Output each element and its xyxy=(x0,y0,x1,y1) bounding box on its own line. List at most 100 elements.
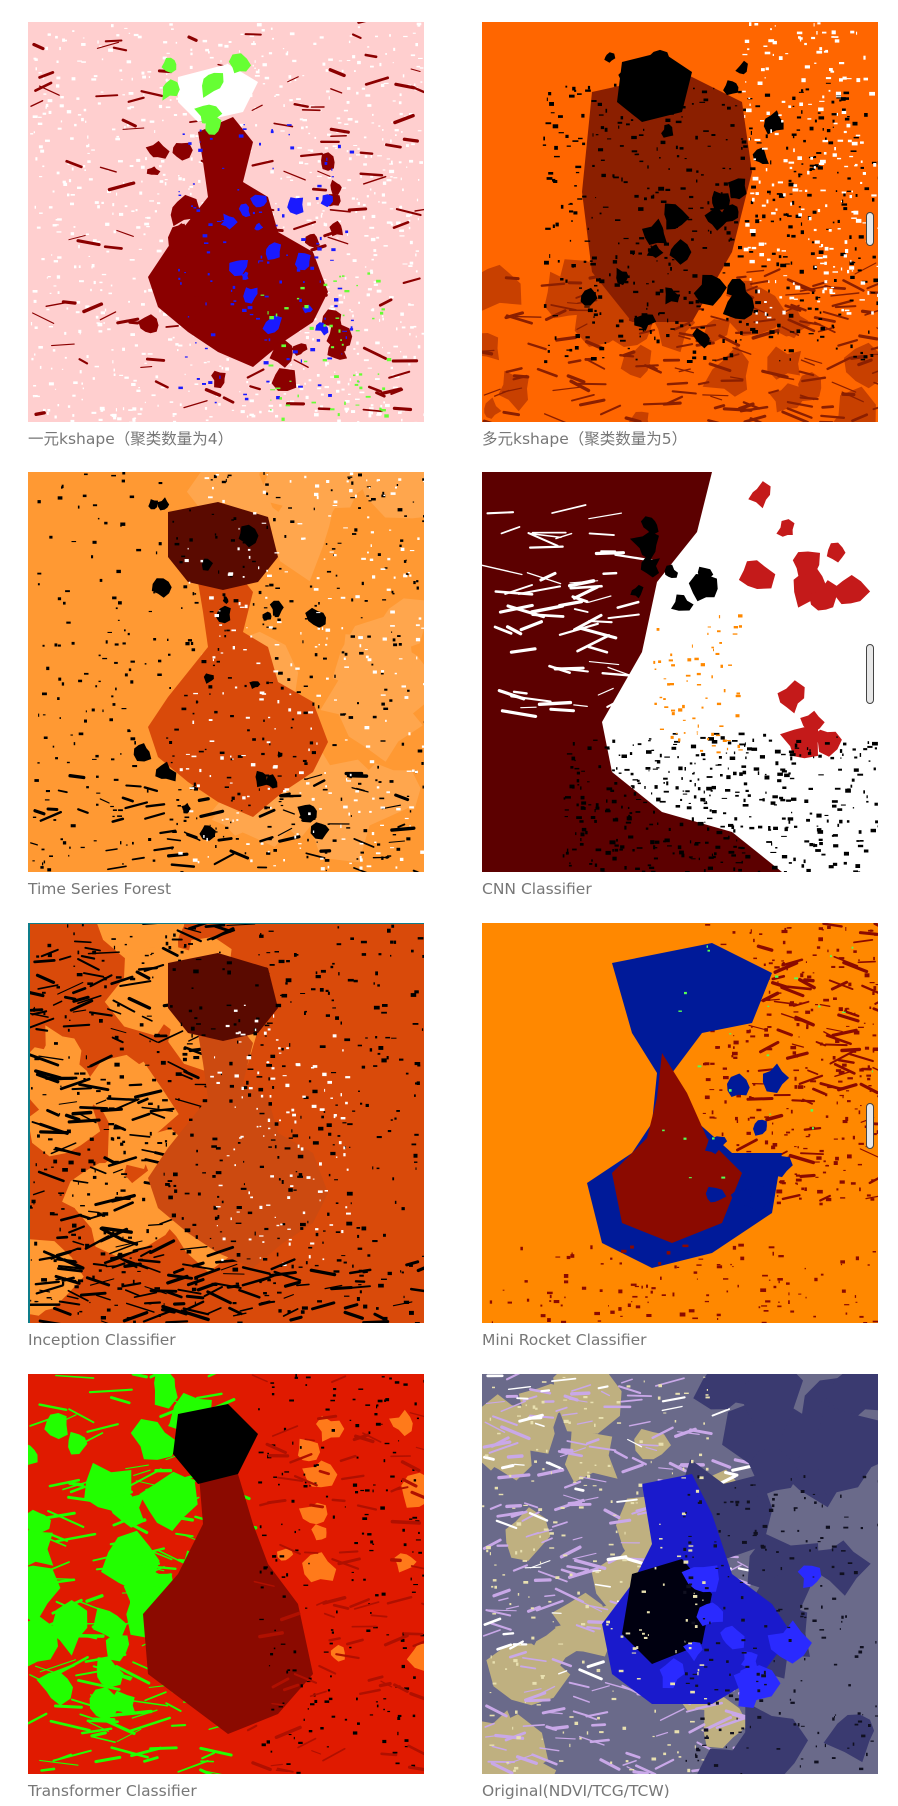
texture-speck xyxy=(315,975,321,979)
texture-speck xyxy=(656,260,658,262)
texture-speck xyxy=(287,1310,291,1314)
texture-streak xyxy=(183,831,201,842)
texture-patch xyxy=(640,516,659,535)
texture-speck xyxy=(416,656,418,660)
texture-speck xyxy=(34,1008,39,1012)
texture-speck xyxy=(272,37,274,40)
texture-patch xyxy=(216,605,231,624)
texture-speck xyxy=(348,40,351,44)
texture-speck xyxy=(577,93,582,95)
texture-speck xyxy=(779,796,784,800)
scroll-handle[interactable] xyxy=(866,644,874,704)
texture-speck xyxy=(286,254,288,256)
texture-speck xyxy=(771,1145,776,1150)
texture-speck xyxy=(337,542,342,544)
texture-speck xyxy=(230,1240,237,1243)
texture-speck xyxy=(809,812,813,815)
texture-streak xyxy=(742,401,761,410)
texture-speck xyxy=(252,738,256,741)
texture-speck xyxy=(184,1228,191,1233)
texture-speck xyxy=(275,224,278,227)
map-image[interactable] xyxy=(28,472,424,872)
texture-speck xyxy=(247,795,250,798)
texture-speck xyxy=(777,772,783,776)
texture-speck xyxy=(43,93,47,95)
texture-speck xyxy=(834,787,841,790)
texture-speck xyxy=(749,229,756,233)
texture-speck xyxy=(99,281,103,284)
texture-speck xyxy=(856,78,861,83)
texture-streak xyxy=(635,364,659,368)
texture-speck xyxy=(619,848,623,851)
texture-streak xyxy=(832,286,847,290)
texture-speck xyxy=(236,819,239,821)
texture-speck xyxy=(248,555,251,559)
texture-speck xyxy=(328,515,332,517)
texture-speck xyxy=(166,73,168,75)
texture-speck xyxy=(244,397,249,401)
texture-speck xyxy=(421,332,424,335)
texture-speck xyxy=(831,800,838,803)
texture-speck xyxy=(712,359,717,361)
texture-speck xyxy=(159,87,164,89)
texture-speck xyxy=(215,535,218,539)
texture-streak xyxy=(154,380,169,389)
texture-speck xyxy=(650,1290,653,1294)
texture-speck xyxy=(367,658,372,662)
texture-speck xyxy=(805,1010,811,1014)
texture-streak xyxy=(137,1097,149,1105)
texture-speck xyxy=(818,250,824,254)
texture-speck xyxy=(77,505,80,509)
map-image[interactable] xyxy=(482,923,878,1323)
texture-streak xyxy=(66,1295,79,1300)
texture-speck xyxy=(866,800,869,803)
texture-speck xyxy=(814,265,817,268)
texture-streak xyxy=(676,343,694,348)
map-image[interactable] xyxy=(482,472,878,872)
texture-speck xyxy=(292,1113,296,1117)
texture-speck xyxy=(342,1049,344,1052)
texture-speck xyxy=(757,771,760,775)
texture-speck xyxy=(72,1223,77,1228)
texture-speck xyxy=(220,60,222,63)
texture-speck xyxy=(796,116,802,119)
texture-speck xyxy=(277,775,282,777)
texture-speck xyxy=(648,738,652,740)
texture-speck xyxy=(686,806,692,810)
texture-speck xyxy=(853,355,857,358)
map-image[interactable] xyxy=(28,22,424,422)
texture-speck xyxy=(682,106,686,109)
texture-speck xyxy=(703,1062,707,1066)
texture-speck xyxy=(703,356,707,360)
texture-speck xyxy=(863,55,866,60)
texture-speck xyxy=(763,733,767,737)
texture-speck xyxy=(572,86,576,91)
map-image[interactable] xyxy=(28,923,424,1323)
texture-speck xyxy=(665,118,671,122)
texture-speck xyxy=(292,59,297,63)
texture-speck xyxy=(346,1191,353,1196)
texture-speck xyxy=(56,60,59,63)
texture-speck xyxy=(56,231,62,233)
scroll-handle[interactable] xyxy=(866,212,874,246)
texture-speck xyxy=(146,789,149,793)
texture-speck xyxy=(788,161,795,164)
texture-speck xyxy=(381,315,384,318)
texture-speck xyxy=(184,944,187,948)
texture-speck xyxy=(860,181,863,184)
texture-speck xyxy=(214,710,218,714)
texture-speck xyxy=(312,702,315,706)
map-image[interactable] xyxy=(482,22,878,422)
texture-speck xyxy=(409,1310,414,1315)
texture-speck xyxy=(330,489,333,492)
texture-speck xyxy=(99,1019,103,1023)
texture-speck xyxy=(767,1026,772,1028)
texture-speck xyxy=(95,240,101,243)
texture-speck xyxy=(808,103,812,105)
texture-speck xyxy=(682,1244,689,1248)
texture-speck xyxy=(34,1058,40,1061)
texture-speck xyxy=(700,736,706,739)
texture-speck xyxy=(612,739,616,743)
texture-speck xyxy=(365,745,371,748)
texture-speck xyxy=(117,417,122,421)
